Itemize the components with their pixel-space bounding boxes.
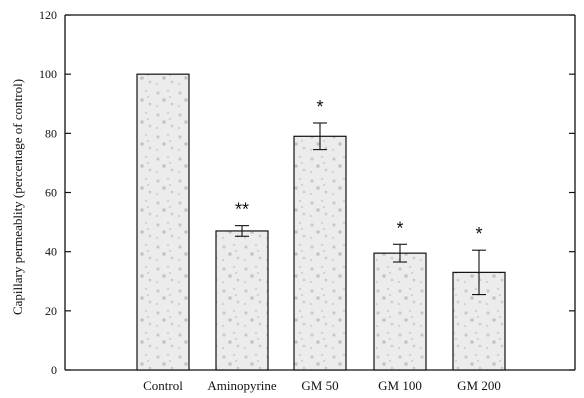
category-label: Aminopyrine	[207, 378, 277, 393]
significance-mark: *	[316, 97, 323, 117]
category-label: GM 50	[301, 378, 338, 393]
category-label: GM 100	[378, 378, 422, 393]
y-tick-label: 60	[45, 186, 57, 200]
bar	[293, 135, 347, 371]
significance-mark: *	[396, 218, 403, 238]
significance-mark: **	[235, 200, 249, 220]
significance-marks: **** *	[235, 97, 483, 244]
y-tick-label: 0	[51, 363, 57, 377]
significance-mark: *	[475, 224, 482, 244]
y-tick-label: 120	[39, 8, 57, 22]
bar	[373, 252, 427, 371]
bar	[136, 73, 190, 371]
y-tick-label: 100	[39, 67, 57, 81]
y-axis-title: Capillary permeablity (percentage of con…	[10, 79, 25, 315]
category-label: Control	[143, 378, 183, 393]
y-tick-label: 40	[45, 245, 57, 259]
category-labels: Control Aminopyrine GM 50 GM 100 GM 200	[143, 378, 501, 393]
bar	[215, 230, 269, 371]
category-label: GM 200	[457, 378, 501, 393]
error-bars	[235, 122, 486, 296]
bars	[136, 73, 506, 371]
y-tick-label: 80	[45, 126, 57, 140]
y-tick-label: 20	[45, 304, 57, 318]
